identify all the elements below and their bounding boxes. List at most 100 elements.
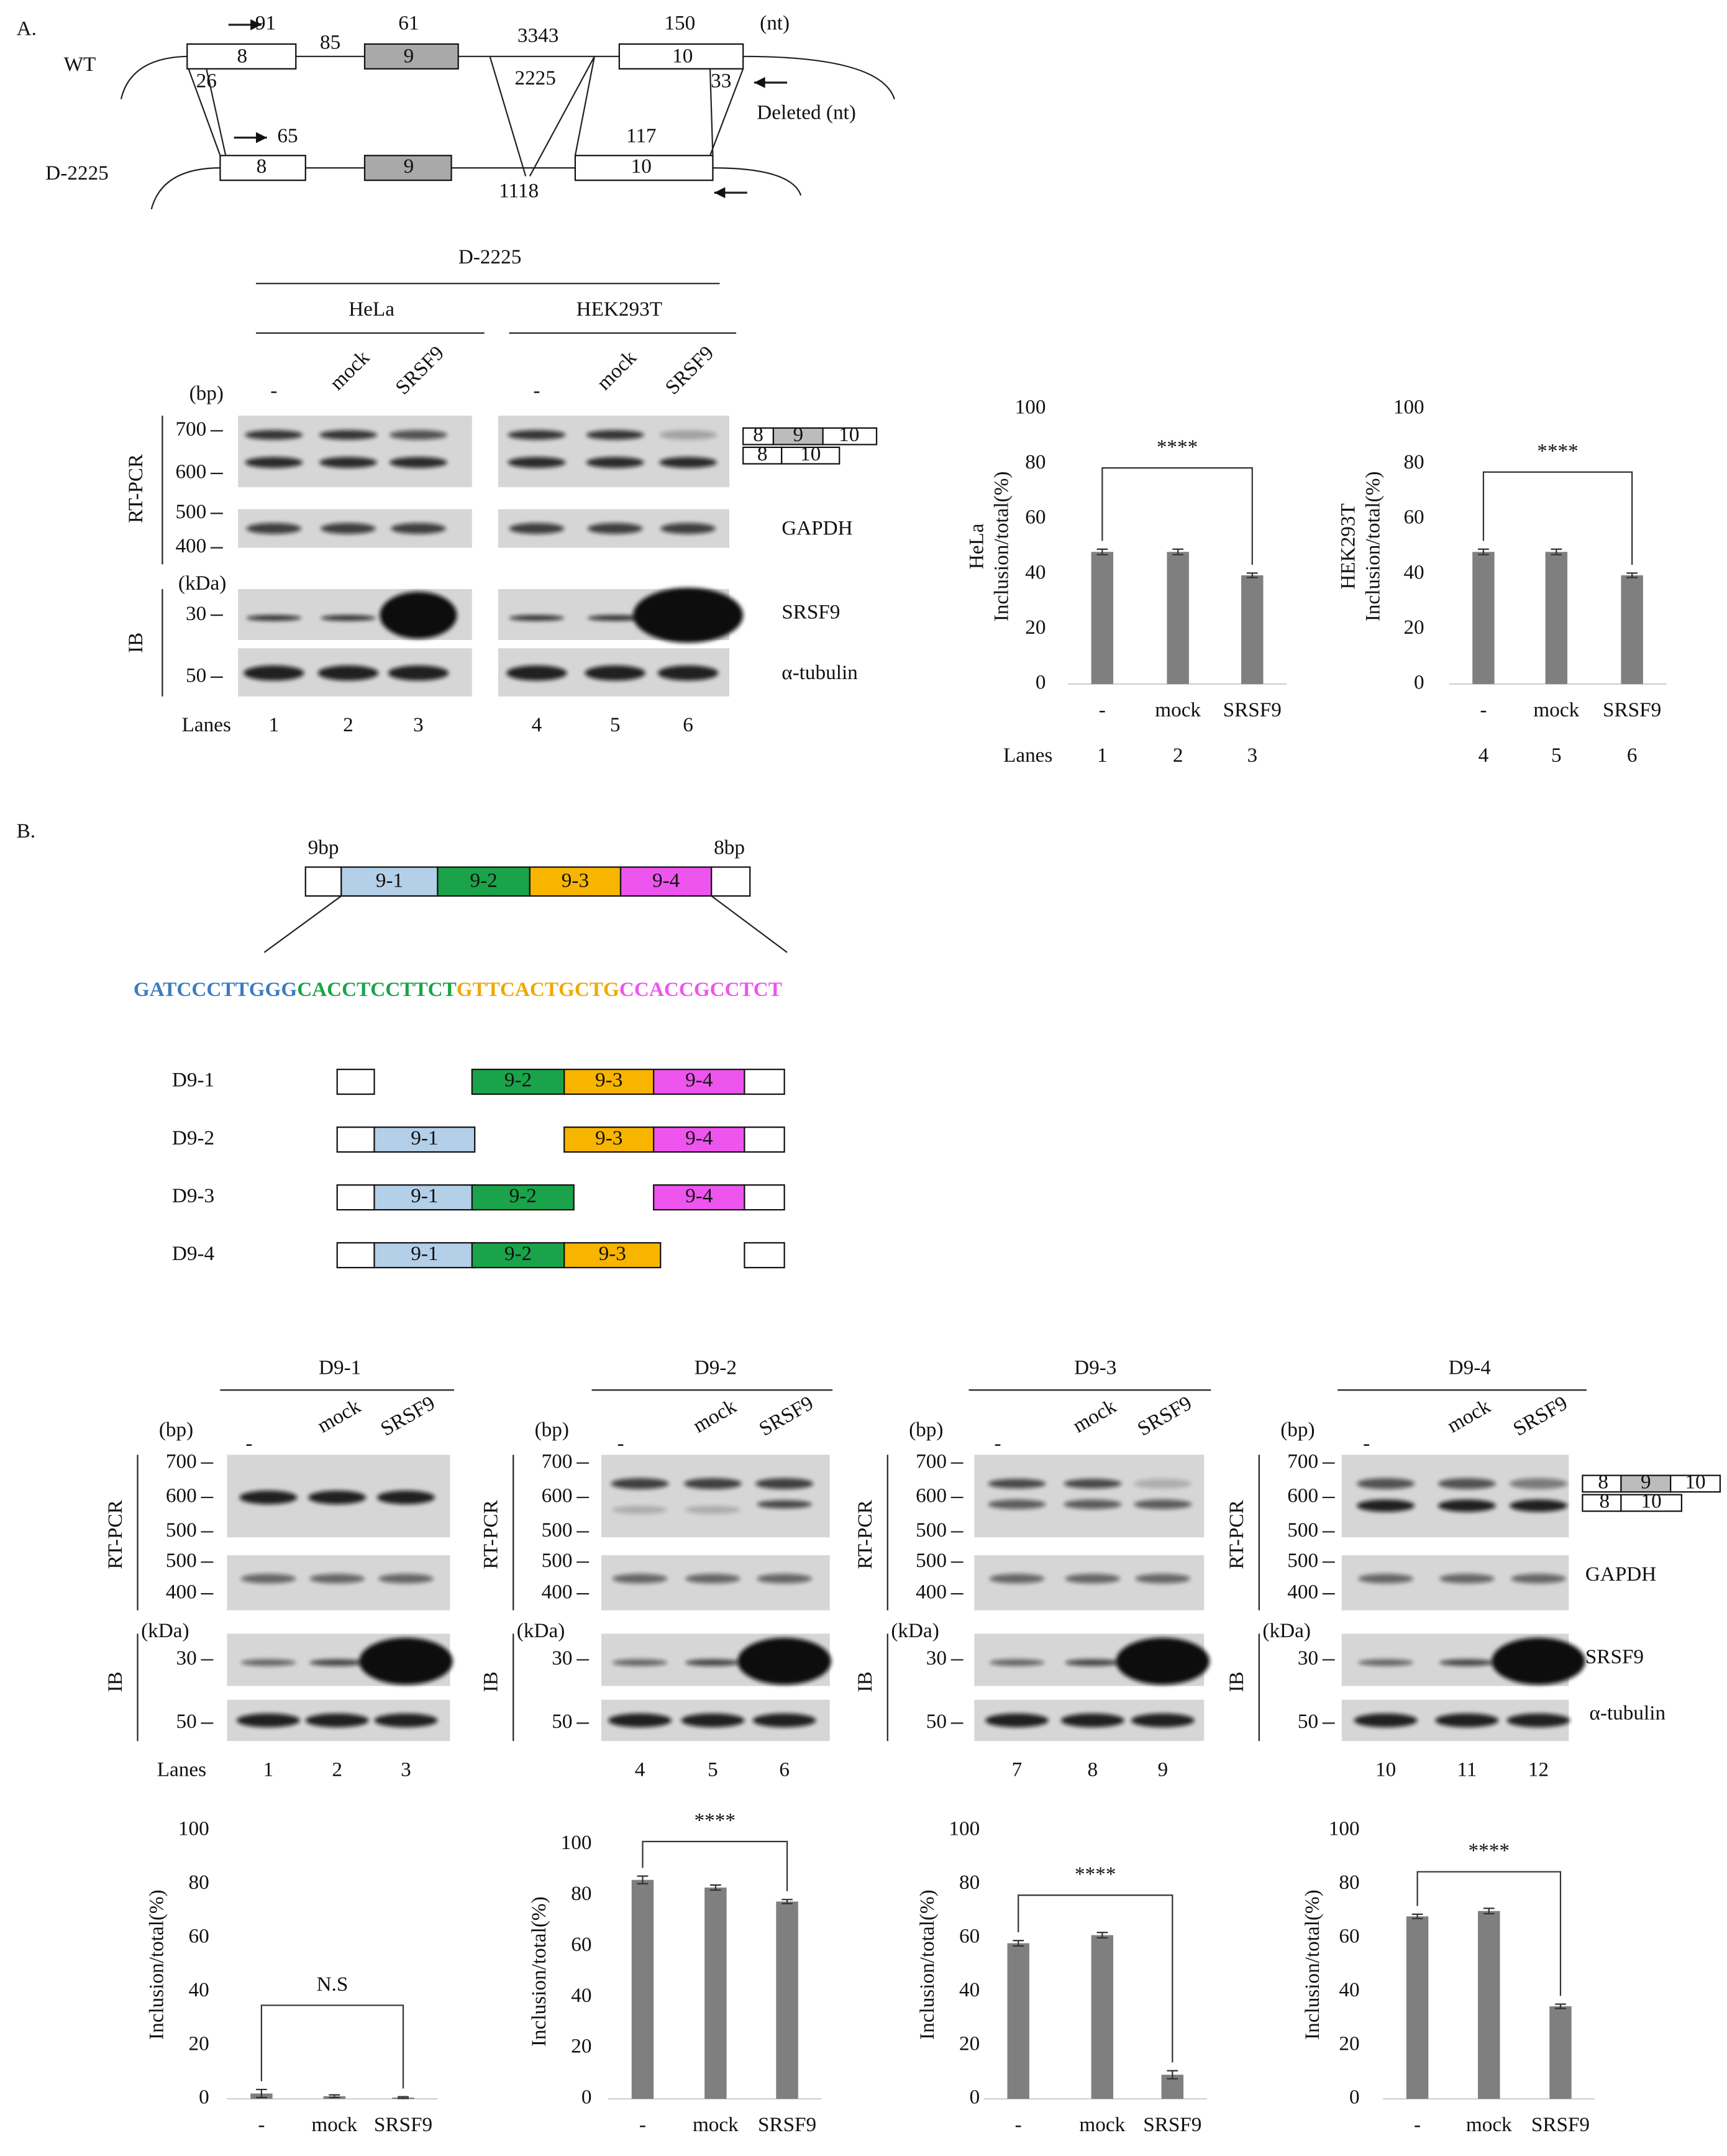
segment-box — [619, 866, 713, 897]
error-bar — [256, 2088, 267, 2099]
diagram-label: 85 — [320, 31, 340, 54]
target-label: α-tubulin — [781, 661, 858, 684]
exon-box — [742, 446, 783, 465]
lanes-label: Lanes — [157, 1758, 206, 1781]
band — [612, 1505, 668, 1514]
size-label: 400 — [542, 1581, 573, 1604]
segment-box — [529, 866, 622, 897]
row-group-label: IB — [104, 1671, 127, 1692]
exon-box — [219, 155, 306, 181]
significance-bracket — [1018, 1894, 1173, 2063]
band — [244, 665, 304, 681]
band — [989, 1659, 1045, 1666]
arrow-head — [256, 132, 267, 144]
error-bar — [398, 2096, 409, 2099]
row-group-label: RT-PCR — [1225, 1499, 1248, 1569]
segment-box — [373, 1126, 476, 1153]
target-label: SRSF9 — [781, 601, 840, 624]
y-tick-label: 100 — [1329, 1817, 1360, 1840]
band — [389, 430, 447, 440]
segment-label: 9-4 — [685, 1069, 713, 1092]
arrow-head — [250, 19, 262, 30]
band — [1492, 1638, 1585, 1685]
band — [378, 1574, 434, 1584]
exon-label: 9 — [1641, 1471, 1651, 1494]
target-label: GAPDH — [1585, 1563, 1656, 1586]
band — [308, 1490, 367, 1505]
row-group-label: RT-PCR — [124, 454, 147, 523]
lane-number: 10 — [1375, 1758, 1396, 1781]
diagram-label: 2225 — [514, 66, 555, 89]
panel-label: B. — [17, 820, 35, 843]
gel-image — [1341, 1455, 1569, 1538]
lane-number: 2 — [343, 713, 353, 736]
band — [660, 523, 716, 534]
gel-image — [601, 1455, 830, 1538]
exon-box — [744, 1184, 785, 1211]
exon-box — [574, 155, 714, 181]
band — [1064, 1479, 1122, 1489]
error-bar — [1626, 572, 1638, 578]
band — [988, 1479, 1046, 1489]
error-bar — [781, 1899, 793, 1904]
bar — [1241, 575, 1264, 684]
segment-label: 9-4 — [685, 1184, 713, 1207]
size-label: 500 — [1287, 1549, 1318, 1572]
band — [1135, 1574, 1191, 1584]
gel-image — [498, 415, 730, 488]
lane-number: 6 — [1627, 744, 1638, 767]
y-axis-label: Inclusion/total(%) — [1301, 1889, 1324, 2040]
treatment-label: - — [1363, 1432, 1370, 1455]
band — [608, 1713, 672, 1727]
y-tick-label: 100 — [178, 1817, 209, 1840]
band — [506, 665, 567, 681]
band — [359, 1638, 453, 1685]
y-axis-label: HeLa — [965, 523, 988, 569]
exon-label: 10 — [1641, 1490, 1662, 1513]
diagram-label: Deleted (nt) — [757, 101, 856, 124]
y-tick-label: 60 — [1339, 1925, 1359, 1948]
size-label: 400 — [1287, 1581, 1318, 1604]
exon-box — [363, 43, 459, 70]
segment-label: 9-4 — [652, 869, 680, 892]
track-label: WT — [64, 53, 96, 76]
x-tick-label: SRSF9 — [374, 2113, 432, 2136]
size-label: 500 — [166, 1549, 197, 1572]
exon-box — [744, 1069, 785, 1095]
band — [389, 457, 447, 468]
construct-label: D9-4 — [172, 1242, 215, 1265]
size-label: 600 — [166, 1484, 197, 1507]
exon-box — [1620, 1494, 1683, 1512]
diagram-label: 8 — [237, 45, 248, 68]
unit-label: (bp) — [189, 381, 224, 404]
y-tick-label: 20 — [571, 2035, 591, 2058]
y-tick-label: 60 — [571, 1933, 591, 1956]
segment-box — [373, 1242, 476, 1269]
exon-box — [744, 1242, 785, 1269]
size-label: 600 — [916, 1484, 947, 1507]
exon-label: 8 — [1598, 1471, 1608, 1494]
band — [1510, 1499, 1568, 1512]
segment-box — [653, 1069, 745, 1095]
band — [240, 1574, 296, 1584]
segment-box — [653, 1126, 745, 1153]
size-label: 50 — [1298, 1710, 1318, 1733]
band — [612, 1574, 668, 1584]
band — [246, 523, 302, 534]
band — [1116, 1638, 1210, 1685]
band — [1064, 1499, 1122, 1509]
y-tick-label: 80 — [1025, 450, 1046, 473]
band — [1506, 1713, 1570, 1727]
unit-label: (kDa) — [1262, 1619, 1310, 1642]
lane-number: 5 — [708, 1758, 718, 1781]
band — [587, 523, 643, 534]
flank-label: 9bp — [308, 836, 339, 859]
diagram-label: 33 — [711, 70, 731, 93]
segment-label: 9-3 — [595, 1126, 622, 1149]
size-label: 400 — [916, 1581, 947, 1604]
y-tick-label: 100 — [1015, 396, 1046, 419]
exon-label: 8 — [757, 442, 768, 465]
band — [985, 1713, 1049, 1727]
size-label: 30 — [926, 1647, 947, 1670]
treatment-label: - — [533, 379, 540, 402]
